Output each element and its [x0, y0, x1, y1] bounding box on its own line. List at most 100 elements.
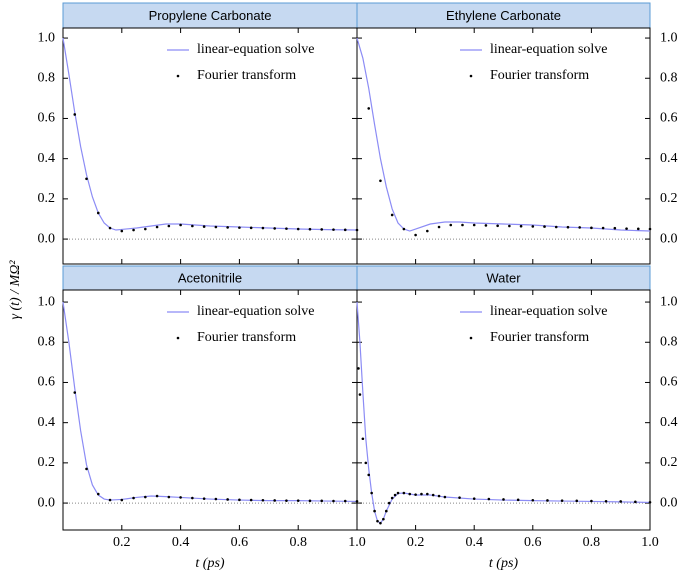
data-point	[382, 517, 385, 521]
data-point	[296, 499, 300, 502]
legend-label: linear-equation solve	[197, 42, 315, 57]
data-point	[367, 473, 371, 477]
panel-title: Propylene Carbonate	[149, 8, 272, 23]
legend-label: Fourier transform	[490, 68, 589, 83]
data-point	[426, 492, 429, 496]
y-tick-label: 0.4	[660, 415, 678, 430]
data-point	[396, 491, 400, 495]
data-point	[132, 228, 135, 232]
x-tick-label: 0.8	[289, 535, 307, 550]
legend-swatch	[469, 74, 473, 78]
data-point	[108, 498, 112, 502]
data-point	[320, 499, 324, 503]
x-tick-label: 0.2	[407, 535, 425, 550]
x-axis-label: t (ps)	[195, 556, 225, 571]
x-tick-label: 1.0	[348, 535, 366, 550]
data-point	[566, 225, 570, 229]
legend-label: Fourier transform	[197, 68, 296, 83]
y-tick-label: 0.6	[660, 375, 678, 390]
data-point	[296, 227, 300, 231]
y-tick-label: 0.0	[660, 495, 678, 510]
data-point	[502, 498, 505, 501]
data-point	[155, 494, 159, 498]
data-point	[519, 224, 523, 228]
data-line	[62, 37, 358, 231]
plot-frame	[62, 289, 358, 531]
panel-header	[62, 2, 358, 29]
data-point	[546, 499, 549, 502]
y-tick-label: 0.0	[38, 231, 56, 246]
y-tick-label: 0.4	[38, 415, 56, 430]
legend-label: linear-equation solve	[490, 304, 608, 319]
legend-swatch	[469, 336, 473, 340]
data-point	[414, 493, 417, 496]
data-point	[370, 491, 373, 495]
data-point	[554, 225, 558, 229]
data-point	[73, 391, 77, 394]
y-tick-label: 0.2	[660, 191, 678, 206]
y-tick-label: 0.6	[660, 111, 678, 126]
data-point	[226, 226, 229, 229]
data-point	[120, 498, 124, 502]
data-point	[191, 224, 194, 228]
data-point	[202, 497, 206, 500]
y-tick-label: 0.2	[38, 455, 56, 470]
y-tick-label: 0.2	[660, 455, 678, 470]
panel-header	[356, 2, 651, 29]
data-point	[613, 226, 617, 230]
data-point	[531, 498, 535, 502]
x-tick-label: 0.6	[524, 535, 542, 550]
data-point	[343, 228, 347, 232]
data-point	[214, 225, 218, 229]
data-point	[461, 223, 464, 227]
y-tick-label: 1.0	[660, 30, 678, 45]
data-point	[420, 492, 423, 496]
y-tick-label: 0.2	[38, 191, 56, 206]
data-point	[487, 497, 491, 501]
y-tick-label: 0.0	[38, 495, 56, 510]
data-point	[578, 226, 581, 229]
y-axis-label: γ (t) / MΩ²	[8, 260, 23, 320]
y-tick-label: 0.8	[38, 334, 56, 349]
data-point	[308, 499, 312, 503]
data-point	[387, 501, 391, 505]
data-point	[238, 226, 241, 229]
data-point	[179, 223, 182, 227]
data-point	[402, 227, 406, 231]
y-tick-label: 1.0	[38, 294, 56, 309]
data-point	[308, 227, 312, 231]
y-tick-label: 0.8	[660, 334, 678, 349]
data-point	[496, 224, 499, 228]
data-point	[85, 467, 88, 471]
data-point	[414, 233, 417, 237]
data-point	[273, 499, 276, 502]
data-point	[191, 496, 194, 500]
x-tick-label: 0.2	[113, 535, 131, 550]
data-point	[431, 493, 435, 497]
data-point	[179, 496, 182, 499]
data-point	[357, 367, 360, 370]
plot-frame	[356, 289, 651, 531]
data-point	[132, 496, 135, 500]
data-point	[648, 500, 652, 504]
data-point	[379, 521, 382, 525]
data-point	[273, 227, 276, 230]
x-tick-label: 0.8	[583, 535, 601, 550]
data-point	[601, 226, 605, 230]
data-point	[531, 225, 535, 228]
y-tick-label: 0.8	[660, 70, 678, 85]
x-tick-label: 1.0	[641, 535, 659, 550]
data-point	[332, 228, 335, 231]
data-point	[144, 227, 147, 231]
legend-swatch	[176, 336, 180, 340]
data-point	[390, 213, 394, 217]
data-point	[367, 107, 371, 110]
data-point	[458, 496, 461, 499]
data-point	[437, 225, 441, 229]
legend-label: linear-equation solve	[197, 304, 315, 319]
data-point	[379, 179, 382, 183]
data-point	[508, 224, 511, 228]
data-point	[361, 437, 365, 441]
data-point	[443, 495, 447, 499]
